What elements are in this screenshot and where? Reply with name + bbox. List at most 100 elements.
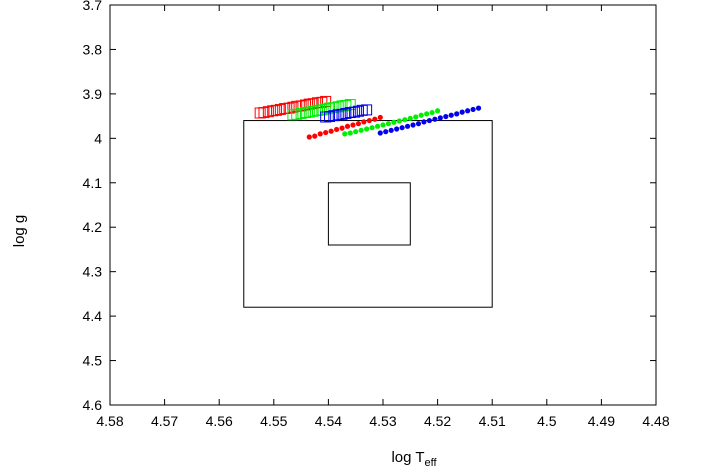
data-point — [347, 130, 353, 136]
data-point — [312, 133, 318, 139]
data-point — [432, 116, 438, 122]
data-point — [307, 98, 319, 110]
y-tick-label: 4.6 — [83, 397, 103, 413]
data-point — [415, 121, 422, 127]
data-point — [394, 126, 400, 132]
data-point — [435, 108, 441, 114]
data-point — [372, 116, 378, 122]
y-tick-label: 4.4 — [83, 308, 103, 324]
y-tick-label: 4.2 — [83, 219, 103, 235]
data-point — [355, 121, 362, 127]
data-point — [385, 121, 392, 127]
data-point — [383, 129, 389, 135]
x-tick-label: 4.54 — [315, 413, 342, 429]
data-point — [366, 117, 372, 124]
data-point — [426, 117, 433, 124]
boxes-layer — [243, 120, 493, 308]
data-point — [320, 95, 332, 107]
data-point — [402, 117, 408, 123]
y-tick-label: 3.9 — [83, 86, 103, 102]
x-tick-label: 4.51 — [479, 413, 506, 429]
data-point — [328, 128, 334, 134]
data-point — [258, 107, 270, 119]
data-point — [361, 104, 373, 116]
data-point — [465, 108, 471, 114]
data-point — [421, 119, 427, 125]
data-point — [413, 114, 419, 120]
data-point — [369, 125, 375, 131]
data-point — [317, 131, 323, 137]
plot-frame — [109, 4, 657, 406]
data-point — [333, 126, 340, 133]
ticks-layer: 4.58 4.57 4.56 4.55 4.54 4.53 4.52 4.51 4.5 4.49 4… — [83, 0, 670, 429]
data-point — [274, 103, 286, 115]
x-tick-label: 4.49 — [588, 413, 615, 429]
data-point — [262, 106, 274, 118]
data-point — [328, 102, 340, 114]
data-point — [336, 108, 348, 120]
data-point — [352, 105, 364, 117]
x-tick-label: 4.57 — [151, 413, 178, 429]
data-point — [470, 106, 476, 113]
data-point — [377, 114, 383, 121]
region-box — [327, 182, 411, 246]
data-point — [353, 129, 359, 135]
x-tick-label: 4.53 — [369, 413, 396, 429]
x-axis-label: log Teff — [391, 449, 437, 469]
data-point — [350, 122, 356, 128]
data-point — [454, 111, 460, 117]
data-point — [424, 111, 430, 117]
data-point — [358, 127, 364, 133]
data-point — [410, 122, 416, 128]
data-point — [328, 110, 340, 122]
data-point — [303, 106, 315, 118]
data-point — [271, 104, 283, 116]
data-point — [323, 111, 335, 123]
x-tick-label: 4.56 — [206, 413, 233, 429]
data-point — [399, 125, 405, 131]
x-tick-label: 4.52 — [424, 413, 451, 429]
series-layer — [254, 95, 482, 140]
data-point — [316, 104, 328, 116]
x-tick-label: 4.48 — [642, 413, 669, 429]
data-point — [344, 99, 356, 111]
data-point — [295, 107, 307, 119]
data-point — [443, 113, 449, 120]
data-point — [320, 103, 332, 115]
data-point — [374, 123, 381, 129]
data-point — [299, 99, 311, 111]
data-point — [364, 126, 370, 132]
x-tick-label: 4.5 — [537, 413, 557, 429]
y-tick-label: 3.7 — [83, 0, 103, 13]
x-tick-label: 4.55 — [260, 413, 287, 429]
data-point — [307, 105, 319, 117]
data-point — [418, 112, 424, 118]
y-tick-label: 4.1 — [83, 175, 103, 191]
data-point — [388, 127, 394, 133]
region-box — [243, 120, 493, 308]
data-point — [361, 119, 367, 125]
data-point — [429, 109, 435, 116]
y-tick-label: 3.8 — [83, 41, 103, 57]
data-point — [437, 115, 443, 121]
data-point — [391, 119, 397, 125]
data-point — [291, 108, 303, 120]
data-point — [316, 96, 328, 108]
data-point — [306, 134, 312, 140]
y-tick-label: 4 — [94, 130, 102, 146]
y-tick-label: 4.5 — [83, 353, 103, 369]
data-point — [283, 102, 295, 114]
data-point — [332, 101, 344, 113]
data-point — [396, 118, 402, 124]
y-axis-label: log g — [11, 215, 28, 248]
data-point — [344, 123, 351, 129]
data-point — [342, 131, 348, 137]
data-point — [339, 125, 345, 131]
data-point — [340, 99, 352, 111]
data-point — [407, 115, 413, 121]
data-point — [295, 100, 307, 112]
data-point — [404, 123, 411, 129]
data-point — [377, 130, 383, 136]
x-tick-label: 4.58 — [96, 413, 123, 429]
